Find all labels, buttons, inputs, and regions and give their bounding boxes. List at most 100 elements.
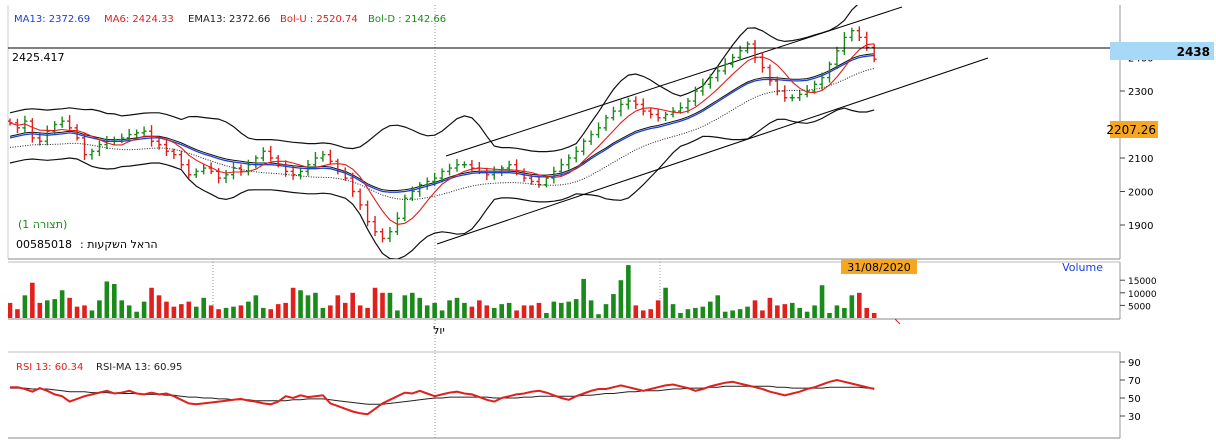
- price-bar[interactable]: [625, 97, 631, 110]
- volume-bar[interactable]: [432, 302, 437, 318]
- volume-bar[interactable]: [298, 290, 303, 318]
- volume-bar[interactable]: [8, 302, 13, 318]
- volume-bar[interactable]: [141, 301, 147, 318]
- volume-bar[interactable]: [328, 305, 333, 318]
- price-bar[interactable]: [514, 159, 520, 176]
- volume-bar[interactable]: [626, 265, 631, 318]
- volume-bar[interactable]: [857, 292, 862, 318]
- price-bar[interactable]: [484, 167, 490, 181]
- price-bar[interactable]: [849, 27, 855, 42]
- price-bar[interactable]: [357, 188, 363, 210]
- volume-bar[interactable]: [566, 301, 572, 318]
- volume-bar[interactable]: [551, 301, 557, 318]
- price-bar[interactable]: [372, 215, 378, 237]
- volume-bar[interactable]: [22, 295, 28, 318]
- volume-bar[interactable]: [208, 305, 214, 318]
- volume-bar[interactable]: [320, 307, 326, 318]
- price-bar[interactable]: [29, 118, 35, 143]
- volume-bar[interactable]: [491, 307, 497, 318]
- volume-bar[interactable]: [730, 310, 735, 318]
- price-bar[interactable]: [186, 159, 192, 179]
- price-bar[interactable]: [52, 121, 58, 135]
- price-bar[interactable]: [365, 200, 371, 227]
- price-bar[interactable]: [588, 130, 594, 145]
- price-bar[interactable]: [268, 145, 274, 162]
- volume-bar[interactable]: [179, 304, 184, 318]
- volume-bar[interactable]: [827, 312, 832, 318]
- volume-bar[interactable]: [521, 305, 527, 318]
- volume-bar[interactable]: [775, 305, 780, 318]
- volume-bar[interactable]: [633, 305, 639, 318]
- volume-bar[interactable]: [439, 310, 445, 318]
- price-bar[interactable]: [447, 163, 453, 176]
- price-bar[interactable]: [141, 126, 147, 136]
- volume-bar[interactable]: [678, 312, 683, 318]
- price-bar[interactable]: [655, 109, 661, 122]
- volume-bar[interactable]: [15, 309, 20, 318]
- volume-bar[interactable]: [253, 295, 259, 318]
- price-bar[interactable]: [171, 148, 177, 160]
- volume-bar[interactable]: [342, 302, 348, 318]
- price-bar[interactable]: [394, 212, 400, 236]
- volume-bar[interactable]: [745, 306, 750, 318]
- price-bar[interactable]: [424, 177, 430, 190]
- volume-bar[interactable]: [216, 309, 221, 318]
- price-bar[interactable]: [871, 44, 877, 63]
- volume-bar[interactable]: [514, 310, 519, 318]
- volume-bar[interactable]: [59, 290, 65, 318]
- volume-bar[interactable]: [462, 302, 467, 318]
- price-bar[interactable]: [380, 228, 385, 243]
- volume-bar[interactable]: [804, 311, 810, 318]
- price-bar[interactable]: [767, 64, 773, 86]
- volume-bar[interactable]: [812, 305, 817, 318]
- price-bar[interactable]: [797, 89, 803, 102]
- volume-bar[interactable]: [112, 283, 117, 318]
- price-bar[interactable]: [603, 114, 609, 131]
- price-bar[interactable]: [231, 162, 236, 180]
- price-bar[interactable]: [327, 149, 333, 165]
- volume-bar[interactable]: [395, 310, 400, 318]
- price-bar[interactable]: [663, 111, 669, 122]
- volume-bar[interactable]: [797, 307, 802, 318]
- volume-bar[interactable]: [290, 287, 296, 318]
- volume-bar[interactable]: [499, 304, 504, 318]
- volume-bar[interactable]: [97, 300, 102, 318]
- price-bar[interactable]: [678, 102, 683, 114]
- volume-bar[interactable]: [760, 310, 765, 318]
- volume-bar[interactable]: [693, 307, 698, 318]
- price-bar[interactable]: [581, 138, 587, 156]
- volume-bar[interactable]: [700, 306, 706, 318]
- volume-bar[interactable]: [752, 300, 758, 318]
- price-bar[interactable]: [707, 74, 713, 89]
- volume-bar[interactable]: [313, 292, 318, 318]
- price-bar[interactable]: [298, 168, 304, 180]
- price-bar[interactable]: [260, 147, 266, 162]
- volume-bar[interactable]: [30, 282, 35, 318]
- volume-bar[interactable]: [223, 307, 229, 318]
- volume-bar[interactable]: [74, 306, 80, 318]
- volume-bar[interactable]: [596, 314, 601, 318]
- price-bar[interactable]: [715, 66, 721, 82]
- price-bar[interactable]: [812, 80, 818, 94]
- price-bar[interactable]: [320, 150, 326, 162]
- volume-bar[interactable]: [134, 311, 139, 318]
- volume-bar[interactable]: [469, 306, 475, 318]
- volume-bar[interactable]: [126, 305, 132, 318]
- volume-bar[interactable]: [67, 297, 72, 318]
- price-bar[interactable]: [759, 52, 765, 73]
- price-bar[interactable]: [402, 194, 408, 222]
- price-bar[interactable]: [804, 84, 810, 98]
- volume-bar[interactable]: [849, 295, 855, 318]
- price-bar[interactable]: [342, 167, 348, 181]
- volume-bar[interactable]: [380, 292, 385, 318]
- volume-bar[interactable]: [611, 294, 616, 318]
- price-bar[interactable]: [67, 115, 73, 131]
- price-bar[interactable]: [454, 159, 460, 172]
- volume-bar[interactable]: [842, 307, 847, 318]
- volume-bar[interactable]: [655, 300, 661, 318]
- price-bar[interactable]: [156, 137, 162, 150]
- price-bar[interactable]: [312, 151, 318, 169]
- volume-bar[interactable]: [335, 295, 341, 318]
- volume-bar[interactable]: [603, 304, 609, 318]
- volume-bar[interactable]: [156, 295, 162, 318]
